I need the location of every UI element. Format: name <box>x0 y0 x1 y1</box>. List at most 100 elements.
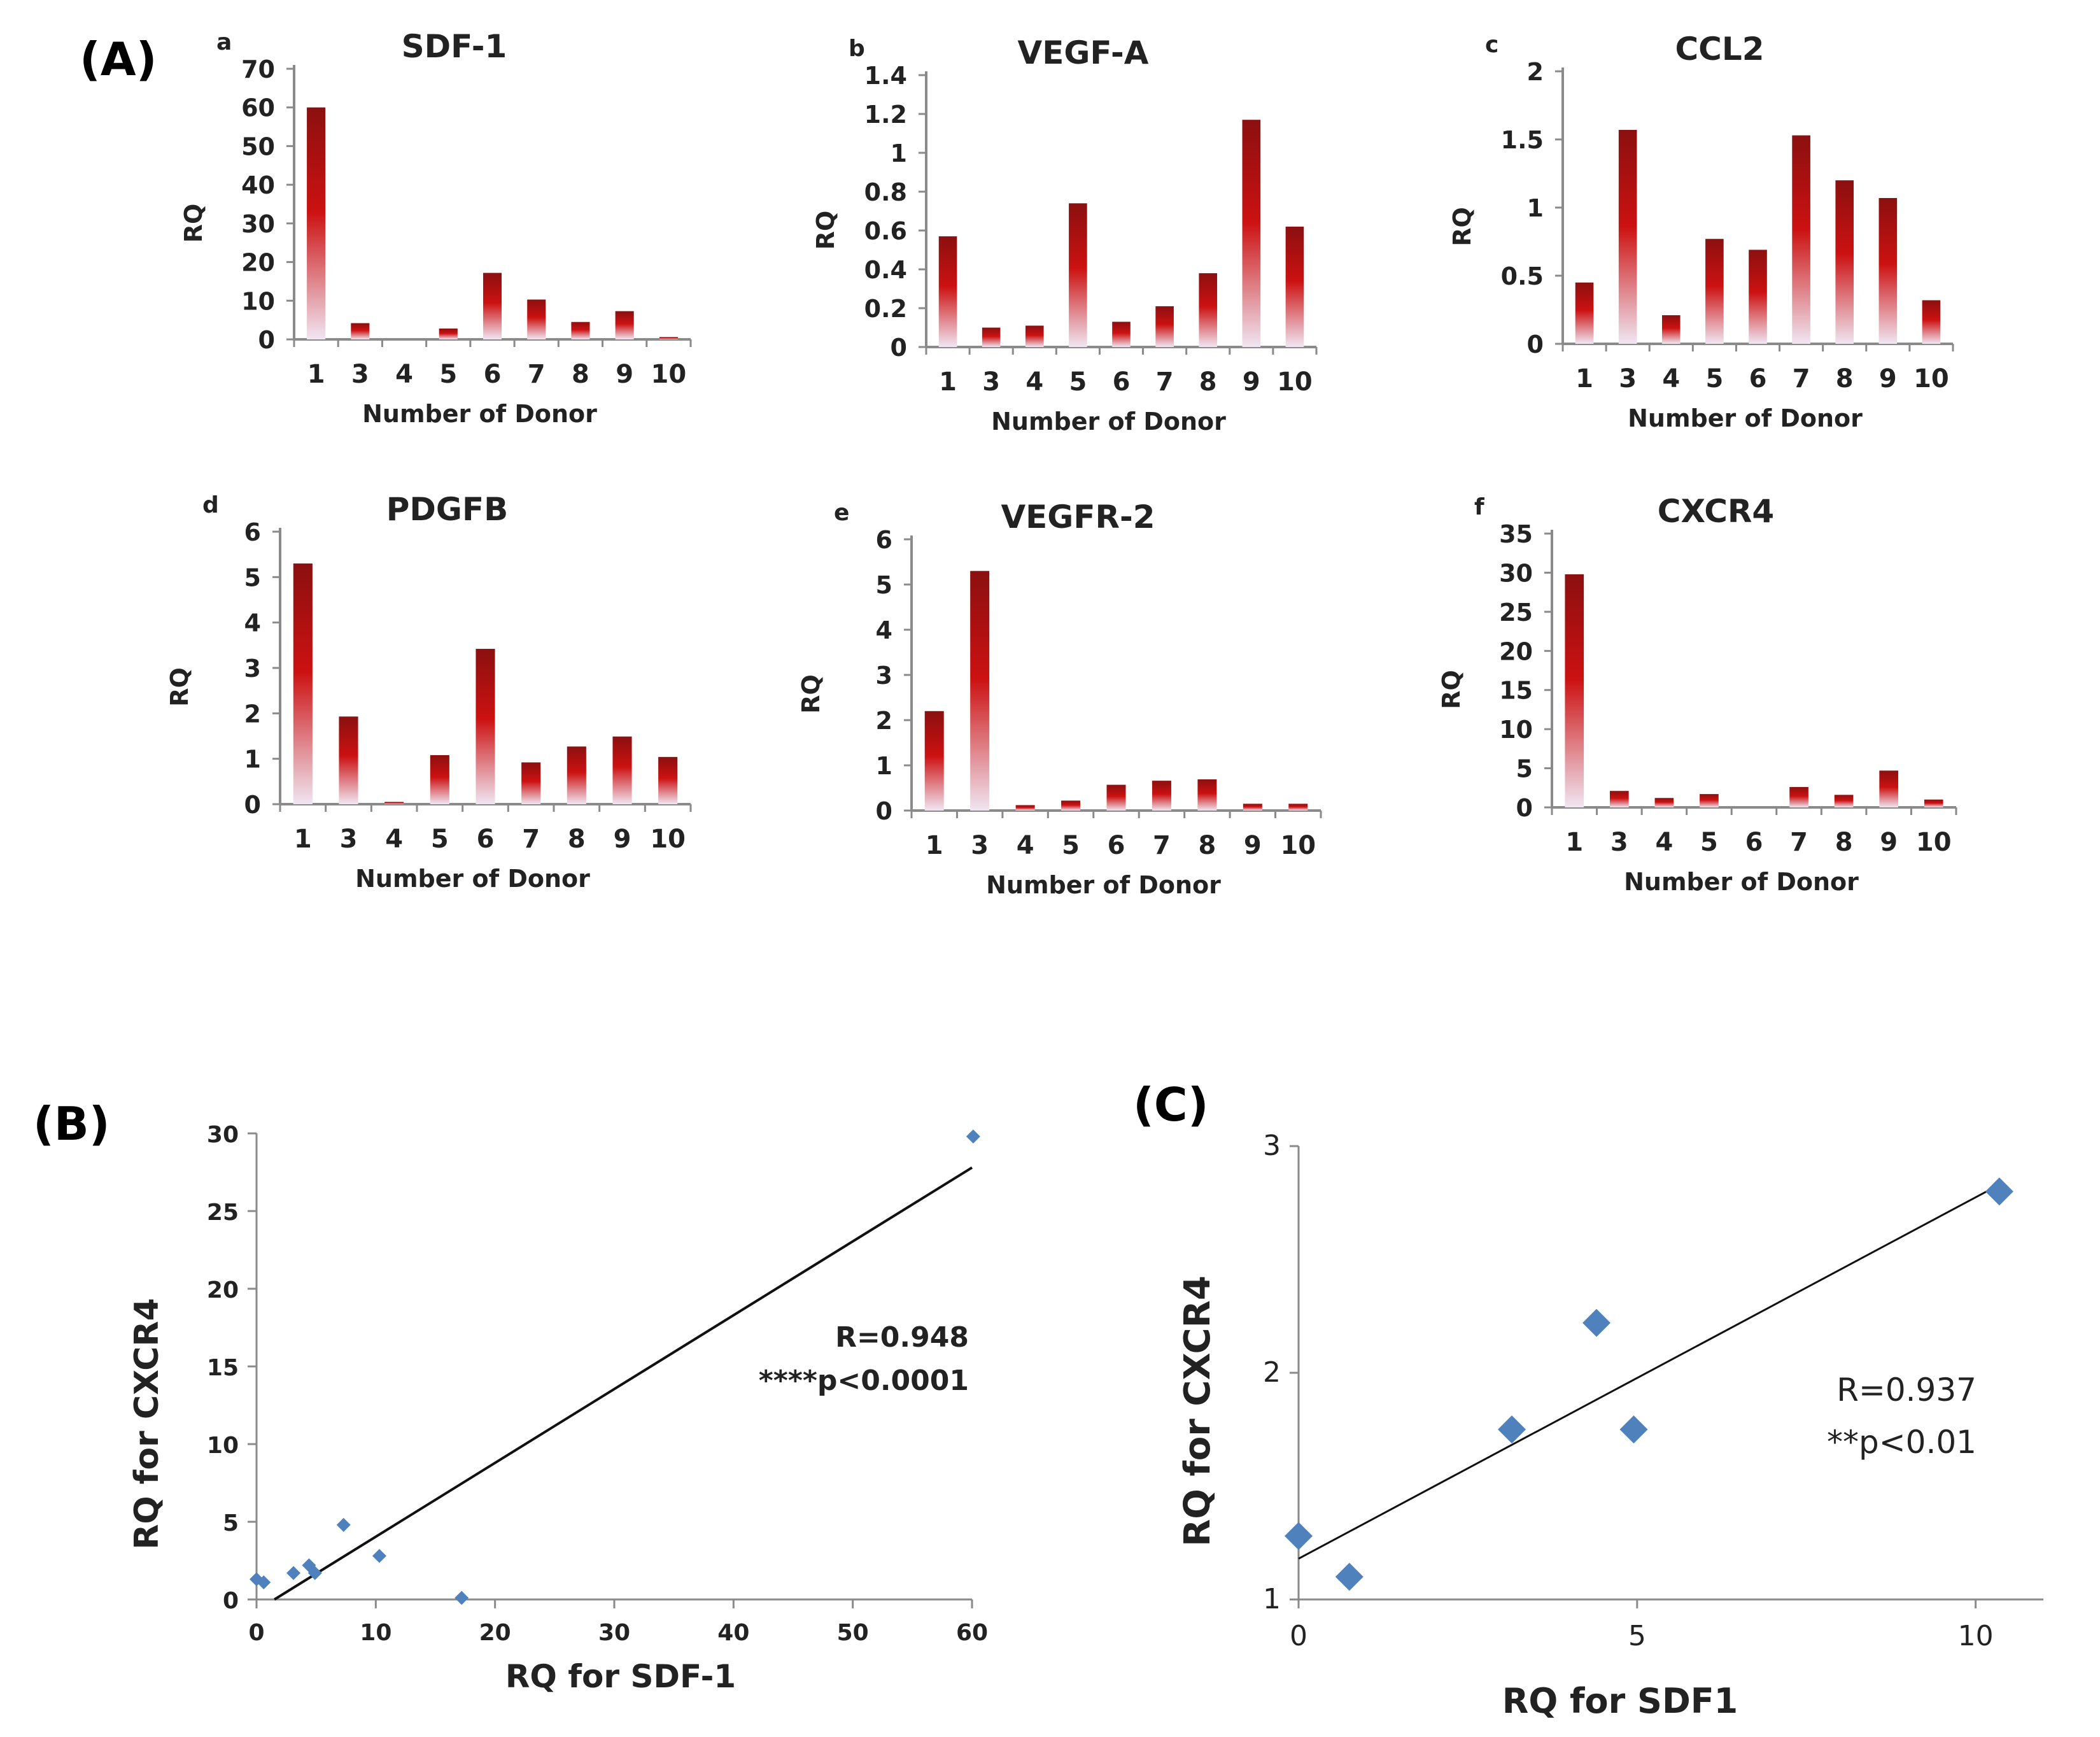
y-tick-label: 4 <box>244 609 261 637</box>
y-tick-label: 5 <box>244 564 261 592</box>
x-tick-label: 1 <box>294 825 312 854</box>
x-tick-label: 10 <box>1277 367 1313 397</box>
y-tick-label: 5 <box>876 571 892 599</box>
bar-6 <box>476 649 495 804</box>
x-tick-label: 0 <box>248 1620 264 1646</box>
x-tick-label: 30 <box>598 1620 630 1646</box>
bar-6 <box>1749 250 1767 344</box>
panel-label-c: (C) <box>1133 1078 1209 1131</box>
bar-10 <box>1288 804 1308 811</box>
bar-10 <box>658 756 678 804</box>
y-axis-label: RQ <box>1437 670 1465 709</box>
bar-4 <box>384 802 404 804</box>
bar-10 <box>1285 226 1304 347</box>
bar-8 <box>1835 180 1854 344</box>
y-tick-label: 25 <box>1499 599 1533 627</box>
x-tick-label: 5 <box>1705 364 1723 393</box>
y-axis-label: RQ <box>166 667 194 707</box>
bar-1 <box>1575 282 1594 344</box>
x-tick-label: 6 <box>1113 367 1131 397</box>
y-tick-label: 0.2 <box>864 295 907 323</box>
x-tick-label: 7 <box>1790 828 1808 857</box>
correlation-coefficient: R=0.937 <box>1836 1372 1977 1408</box>
x-tick-label: 9 <box>1880 828 1898 857</box>
bar-4 <box>1654 798 1674 807</box>
x-tick-label: 10 <box>1913 364 1949 393</box>
y-tick-label: 1 <box>876 752 892 780</box>
x-axis-label: RQ for SDF-1 <box>505 1658 736 1695</box>
x-tick-label: 9 <box>1244 831 1262 860</box>
panel-label-b: (B) <box>33 1097 110 1151</box>
x-axis-label: Number of Donor <box>355 865 590 893</box>
x-tick-label: 9 <box>1243 367 1260 397</box>
scatter-chart-C: 1 2 3 0 5 10 R=0.937 **p<0.01 RQ for SDF1 RQ for … <box>1177 1130 2043 1721</box>
bar-5 <box>1700 794 1719 807</box>
chart-title: VEGFR-2 <box>1001 499 1155 535</box>
x-tick-label: 7 <box>1153 831 1171 860</box>
bar-1 <box>1565 574 1584 807</box>
x-tick-label: 4 <box>1017 831 1034 860</box>
x-tick-label: 6 <box>1749 364 1767 393</box>
bar-5 <box>439 329 458 339</box>
x-tick-label: 10 <box>1958 1620 1994 1652</box>
data-point-9 <box>966 1129 980 1144</box>
bar-4 <box>1025 325 1044 347</box>
x-tick-label: 60 <box>956 1620 988 1646</box>
x-tick-label: 1 <box>939 367 957 397</box>
bar-3 <box>339 716 358 804</box>
y-tick-label: 1 <box>891 139 907 167</box>
bar-5 <box>430 755 449 804</box>
x-tick-label: 8 <box>1198 831 1216 860</box>
chart-title: CCL2 <box>1675 31 1764 67</box>
x-tick-label: 8 <box>1836 364 1854 393</box>
bar-7 <box>1792 135 1810 344</box>
y-tick-label: 0 <box>1516 794 1533 822</box>
bar-3 <box>1618 130 1637 344</box>
y-tick-label: 4 <box>876 616 892 644</box>
y-axis-label: RQ <box>1448 207 1476 246</box>
x-axis-label: Number of Donor <box>991 408 1226 436</box>
data-point-8 <box>455 1591 469 1605</box>
x-tick-label: 3 <box>982 367 1000 397</box>
y-tick-label: 20 <box>241 249 275 277</box>
y-tick-label: 20 <box>207 1277 239 1303</box>
data-point-5 <box>1619 1415 1648 1443</box>
y-axis-label: RQ <box>180 204 208 243</box>
data-point-2 <box>1335 1563 1364 1591</box>
y-tick-label: 10 <box>241 287 275 315</box>
x-tick-label: 20 <box>479 1620 511 1646</box>
y-tick-label: 0 <box>876 797 892 825</box>
y-tick-label: 25 <box>207 1200 239 1226</box>
chart-sublabel: c <box>1485 32 1498 58</box>
bar-7 <box>1155 306 1174 347</box>
y-tick-label: 6 <box>244 518 261 546</box>
y-tick-label: 0 <box>223 1588 239 1614</box>
bar-8 <box>567 746 586 804</box>
p-value: **p<0.01 <box>1827 1424 1977 1461</box>
data-point-5 <box>307 1566 322 1580</box>
x-tick-label: 4 <box>1662 364 1680 393</box>
correlation-coefficient: R=0.948 <box>835 1321 969 1354</box>
bar-1 <box>307 107 326 339</box>
y-tick-label: 3 <box>244 655 261 683</box>
bar-10 <box>1922 300 1941 344</box>
bar-9 <box>612 736 632 804</box>
data-point-6 <box>336 1517 351 1532</box>
data-point-4 <box>1582 1308 1610 1337</box>
bar-6 <box>483 273 502 339</box>
regression-line <box>1298 1184 2000 1560</box>
data-point-1 <box>1285 1522 1313 1550</box>
x-axis-label: RQ for SDF1 <box>1502 1681 1738 1721</box>
data-point-7 <box>372 1549 386 1563</box>
bar-5 <box>1061 800 1081 811</box>
bar-3 <box>351 323 370 339</box>
chart-sublabel: b <box>849 36 865 62</box>
x-tick-label: 1 <box>926 831 943 860</box>
x-tick-label: 5 <box>1700 828 1718 857</box>
x-tick-label: 6 <box>1745 828 1763 857</box>
bar-3 <box>970 571 990 811</box>
